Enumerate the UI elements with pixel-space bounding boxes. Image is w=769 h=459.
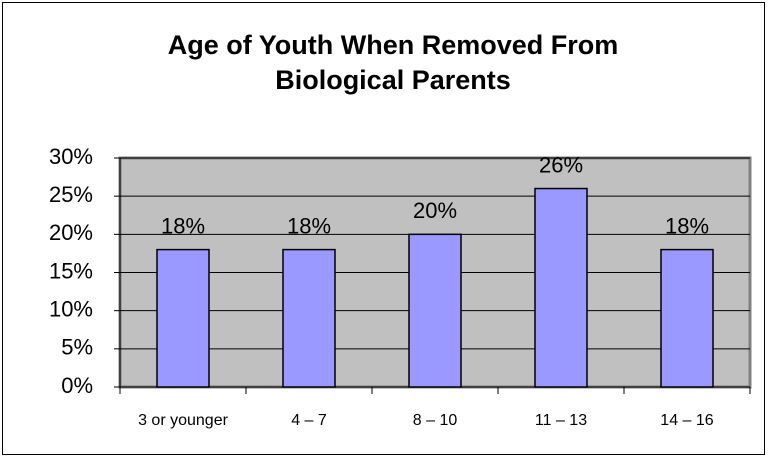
bar bbox=[408, 233, 462, 388]
x-tick-label: 3 or younger bbox=[138, 412, 229, 429]
y-tick-label: 15% bbox=[49, 258, 93, 283]
value-label: 18% bbox=[161, 213, 205, 238]
y-tick-label: 10% bbox=[49, 296, 93, 321]
y-tick-label: 20% bbox=[49, 220, 93, 245]
bar bbox=[660, 248, 714, 388]
y-tick-label: 25% bbox=[49, 182, 93, 207]
value-label: 26% bbox=[539, 152, 583, 177]
bar bbox=[534, 187, 588, 388]
y-tick-label: 5% bbox=[61, 335, 93, 360]
value-label: 20% bbox=[413, 198, 457, 223]
chart-title: Biological Parents bbox=[275, 65, 511, 95]
y-tick-label: 30% bbox=[49, 144, 93, 169]
y-tick-label: 0% bbox=[61, 373, 93, 398]
bar bbox=[156, 248, 210, 388]
x-tick-label: 14 – 16 bbox=[660, 412, 713, 429]
x-tick-label: 8 – 10 bbox=[413, 412, 458, 429]
value-label: 18% bbox=[287, 213, 331, 238]
value-label: 18% bbox=[665, 213, 709, 238]
bar bbox=[282, 248, 336, 388]
x-tick-label: 4 – 7 bbox=[291, 412, 327, 429]
x-tick-label: 11 – 13 bbox=[535, 412, 587, 429]
chart-title: Age of Youth When Removed From bbox=[168, 30, 619, 60]
